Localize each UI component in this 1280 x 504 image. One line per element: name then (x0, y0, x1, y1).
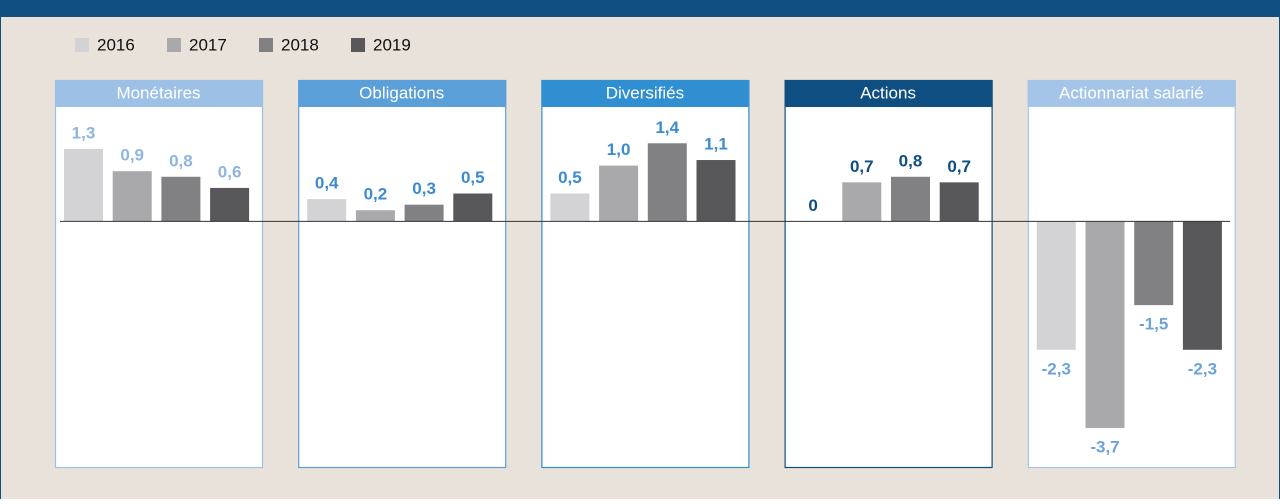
value-label: 0,8 (169, 151, 193, 170)
panel (784, 79, 993, 469)
value-label: 1,4 (655, 118, 679, 137)
legend-label: 2016 (97, 35, 135, 54)
bar (891, 176, 930, 222)
bar (696, 160, 736, 222)
bar (550, 193, 590, 222)
bar (1182, 221, 1222, 350)
value-label: -2,3 (1188, 359, 1217, 378)
value-label: 1,1 (704, 135, 728, 154)
panel (298, 79, 507, 469)
value-label: -3,7 (1090, 437, 1119, 456)
bar (404, 204, 444, 222)
panel-header (784, 80, 993, 107)
value-label: -2,3 (1042, 359, 1071, 378)
bar (307, 199, 347, 222)
bar (210, 187, 250, 222)
value-label: 0,2 (364, 185, 388, 204)
bar (599, 165, 639, 222)
legend-label: 2018 (281, 35, 319, 54)
value-label: 1,3 (72, 123, 96, 142)
bar (64, 148, 103, 222)
panel-title: Actionnariat salarié (1059, 83, 1204, 102)
value-label: 0,7 (850, 157, 874, 176)
legend-swatch (259, 38, 273, 52)
bar (939, 182, 979, 222)
legend-label: 2019 (373, 35, 411, 54)
value-label: 0,4 (315, 174, 339, 193)
value-label: 1,0 (607, 140, 631, 159)
legend-swatch (167, 38, 181, 52)
panel (54, 79, 264, 469)
bar (1134, 221, 1174, 306)
bar (112, 171, 152, 222)
value-label: 0,3 (412, 179, 436, 198)
value-label: 0 (808, 196, 817, 215)
bar (355, 210, 395, 222)
bar (1085, 221, 1125, 428)
panel-header (55, 80, 263, 107)
panel-header (298, 80, 507, 107)
bar (453, 193, 493, 222)
value-label: 0,7 (947, 157, 971, 176)
value-label: 0,8 (899, 151, 923, 170)
value-label: 0,6 (218, 162, 242, 181)
panel-title: Obligations (359, 83, 444, 102)
value-label: 0,9 (120, 146, 144, 165)
bar (161, 176, 201, 222)
bar (842, 182, 882, 222)
bar (1036, 221, 1076, 350)
value-label: -1,5 (1139, 315, 1168, 334)
legend-swatch (75, 38, 89, 52)
bar (647, 143, 687, 222)
panel-header (541, 80, 750, 107)
legend-label: 2017 (189, 35, 227, 54)
panel-title: Diversifiés (606, 83, 684, 102)
legend-swatch (351, 38, 365, 52)
panel-title: Actions (860, 83, 916, 102)
panel (541, 79, 750, 469)
value-label: 0,5 (558, 168, 582, 187)
panel-title: Monétaires (116, 83, 200, 102)
panel-header (1027, 80, 1236, 107)
value-label: 0,5 (461, 168, 485, 187)
header-bar (0, 0, 1280, 17)
